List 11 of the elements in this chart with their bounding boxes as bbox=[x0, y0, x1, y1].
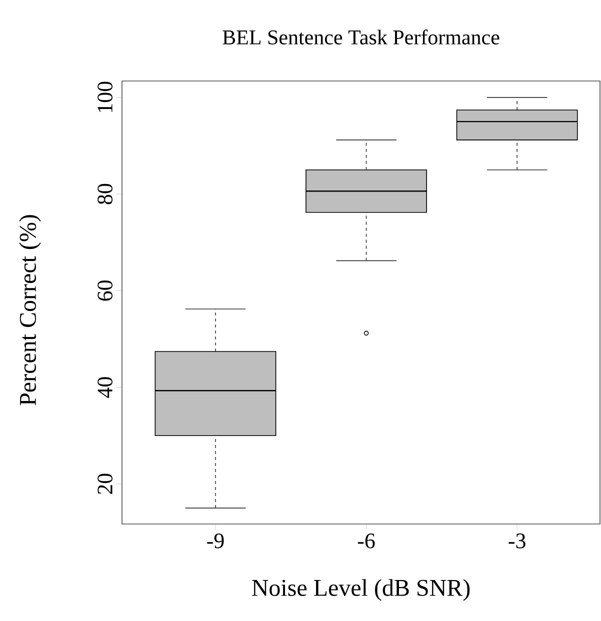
y-tick-label: 100 bbox=[98, 82, 112, 112]
x-tick-label: -9 bbox=[207, 534, 224, 548]
y-tick-label: 60 bbox=[98, 280, 112, 301]
x-axis-title: Noise Level (dB SNR) bbox=[252, 579, 470, 601]
y-tick-label: 40 bbox=[98, 377, 112, 398]
y-tick-label: 80 bbox=[98, 184, 112, 204]
chart-title: BEL Sentence Task Performance bbox=[222, 30, 500, 44]
y-tick-label: 20 bbox=[98, 474, 112, 494]
y-axis-title: Percent Correct (%) bbox=[19, 215, 41, 406]
x-tick-label: -3 bbox=[508, 534, 526, 548]
x-tick-label: -6 bbox=[358, 534, 375, 548]
